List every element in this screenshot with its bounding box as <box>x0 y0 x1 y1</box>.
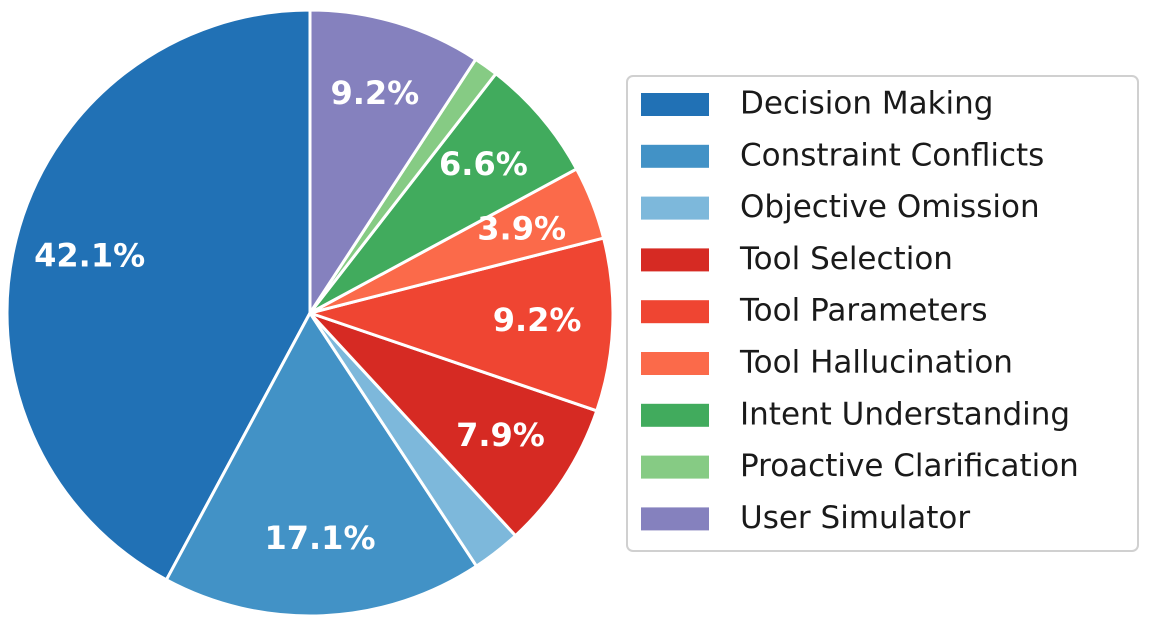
legend-entries: Decision Making Constraint Conflicts Objec… <box>641 86 1079 536</box>
value-label: 9.2% <box>493 301 582 339</box>
legend-label: Decision Making <box>740 86 993 122</box>
legend-swatch <box>641 455 709 479</box>
legend <box>626 75 1139 552</box>
legend-label: Tool Parameters <box>739 293 988 329</box>
wedge <box>308 8 478 315</box>
legend-label: Tool Selection <box>739 241 953 277</box>
legend-label: Constraint Conflicts <box>740 137 1044 173</box>
legend-swatch <box>641 403 709 427</box>
value-label: 6.6% <box>439 145 528 183</box>
value-label: 7.9% <box>456 416 545 454</box>
legend-label: Intent Understanding <box>740 396 1070 432</box>
wedge <box>5 8 312 582</box>
legend-swatch <box>641 352 709 375</box>
legend-label: User Simulator <box>740 500 970 536</box>
wedge <box>308 236 615 413</box>
wedge <box>308 72 579 315</box>
wedge <box>164 311 479 618</box>
wedge <box>308 311 599 538</box>
legend-swatch <box>641 507 709 531</box>
value-labels: 42.1% 17.1% 7.9% 9.2% 3.9% 6.6% 9.2% <box>34 74 581 557</box>
legend-label: Objective Omission <box>740 189 1040 225</box>
value-label: 3.9% <box>477 209 566 247</box>
value-label: 17.1% <box>264 519 375 557</box>
value-label: 42.1% <box>34 236 145 274</box>
legend-swatch <box>641 93 709 116</box>
legend-swatch <box>641 196 709 220</box>
value-label: 9.2% <box>330 74 419 112</box>
legend-swatch <box>641 248 709 272</box>
legend-label: Tool Hallucination <box>739 345 1013 381</box>
pie <box>5 8 615 618</box>
legend-label: Proactive Clarification <box>740 448 1079 484</box>
legend-swatch <box>641 300 709 324</box>
legend-swatch <box>641 144 709 168</box>
